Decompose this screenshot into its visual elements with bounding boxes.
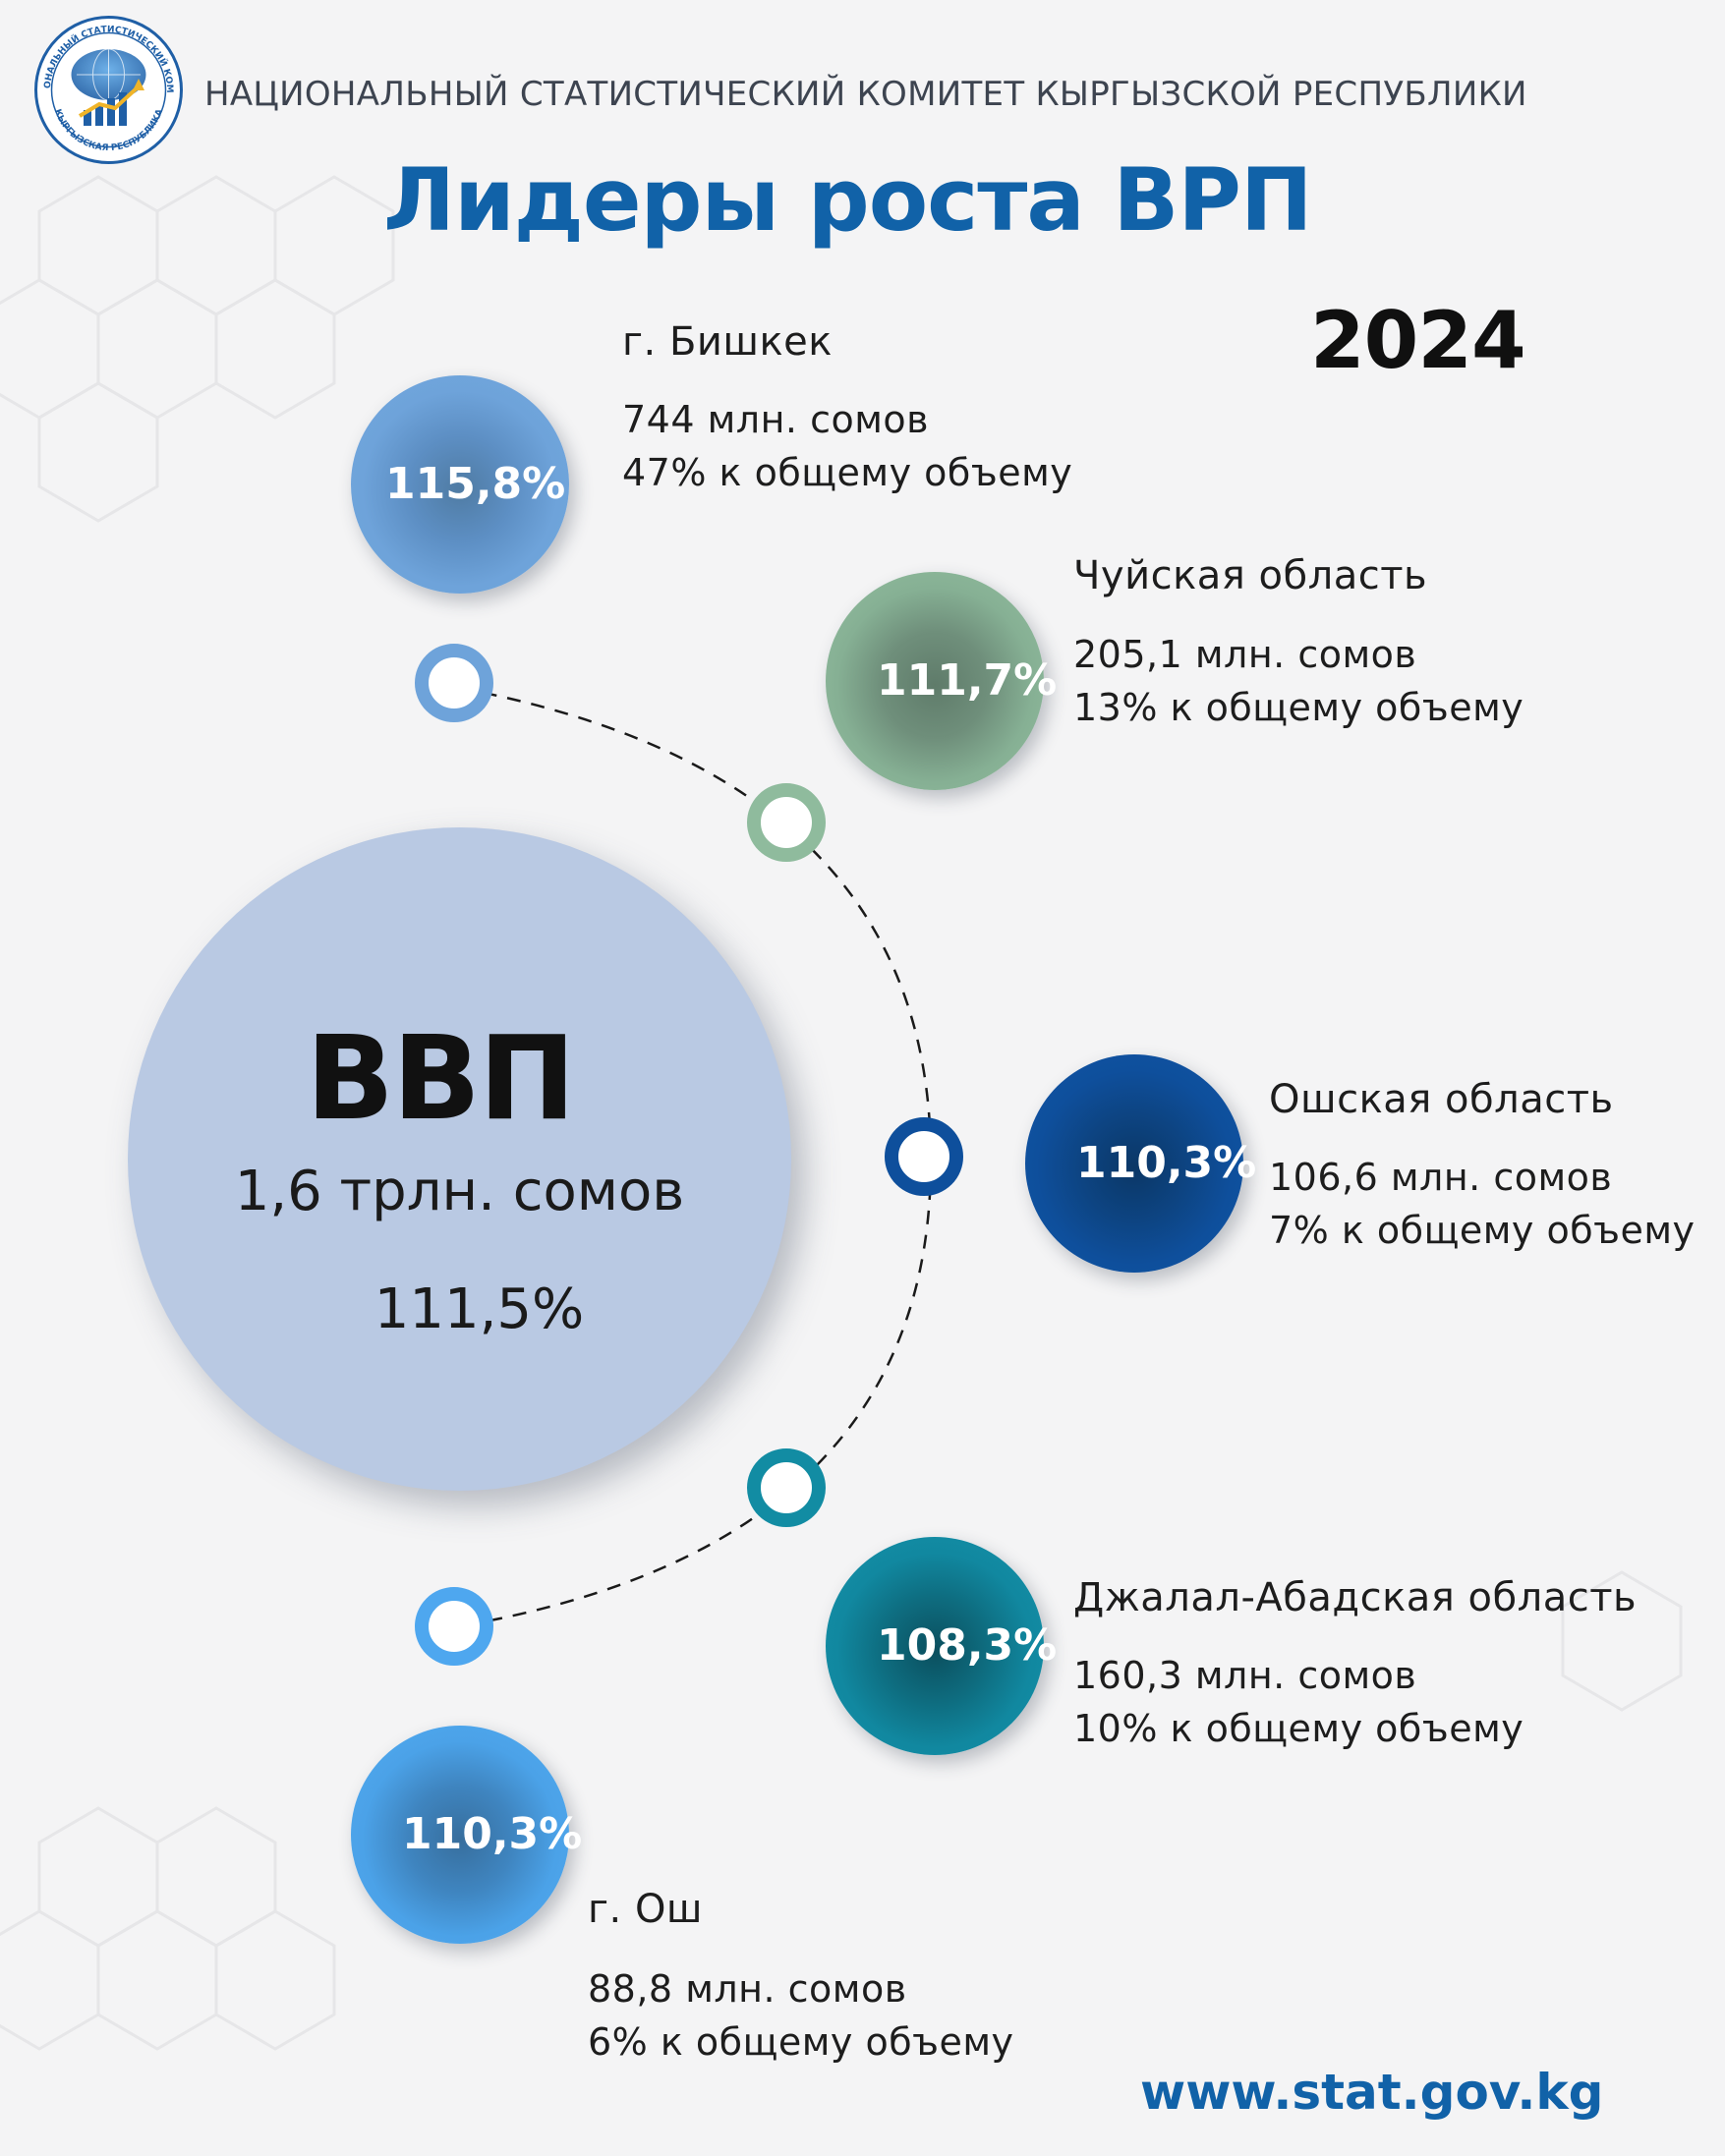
website-link[interactable]: www.stat.gov.kg bbox=[1140, 2064, 1604, 2121]
year-label: 2024 bbox=[1310, 295, 1526, 386]
gdp-value: 1,6 трлн. сомов bbox=[234, 1160, 685, 1223]
region-growth-value: 111,7% bbox=[877, 655, 1058, 706]
region-name: Джалал-Абадская область bbox=[1073, 1575, 1638, 1620]
connector-ring-chui bbox=[747, 783, 826, 862]
region-growth-value: 110,3% bbox=[1076, 1138, 1257, 1188]
organization-name: НАЦИОНАЛЬНЫЙ СТАТИСТИЧЕСКИЙ КОМИТЕТ КЫРГ… bbox=[204, 75, 1527, 114]
region-name: г. Ош bbox=[588, 1887, 704, 1932]
region-amount: 160,3 млн. сомов bbox=[1073, 1654, 1417, 1697]
gdp-growth: 111,5% bbox=[374, 1277, 585, 1341]
region-growth-value: 108,3% bbox=[877, 1620, 1058, 1671]
region-circle-osh-city: 110,3% bbox=[351, 1726, 582, 1944]
gdp-circle: ВВП 1,6 трлн. сомов 111,5% bbox=[128, 827, 791, 1491]
page-title: Лидеры роста ВРП bbox=[383, 149, 1313, 251]
region-share: 7% к общему объему bbox=[1269, 1209, 1696, 1252]
region-circle-chui: 111,7% bbox=[826, 572, 1057, 790]
region-name: Чуйская область bbox=[1073, 553, 1428, 598]
connector-ring-jalal-abad bbox=[747, 1448, 826, 1527]
connector-ring-bishkek bbox=[415, 644, 493, 722]
region-amount: 744 млн. сомов bbox=[622, 398, 930, 441]
connector-ring-osh-city bbox=[415, 1587, 493, 1666]
region-amount: 106,6 млн. сомов bbox=[1269, 1156, 1613, 1199]
region-growth-value: 115,8% bbox=[385, 459, 566, 509]
region-share: 6% к общему объему bbox=[588, 2020, 1014, 2064]
connector-ring-osh-oblast bbox=[885, 1117, 963, 1196]
region-amount: 205,1 млн. сомов bbox=[1073, 633, 1417, 676]
region-circle-bishkek: 115,8% bbox=[351, 375, 569, 594]
region-share: 10% к общему объему bbox=[1073, 1707, 1524, 1750]
region-share: 47% к общему объему bbox=[622, 451, 1073, 494]
region-circle-jalal-abad: 108,3% bbox=[826, 1537, 1057, 1755]
region-name: Ошская область bbox=[1269, 1077, 1614, 1122]
national-statistics-committee-logo: НАЦИОНАЛЬНЫЙ СТАТИСТИЧЕСКИЙ КОМИТЕТ КЫРГ… bbox=[32, 14, 183, 164]
region-share: 13% к общему объему bbox=[1073, 686, 1524, 729]
region-name: г. Бишкек bbox=[622, 319, 833, 365]
region-amount: 88,8 млн. сомов bbox=[588, 1967, 907, 2011]
gdp-label: ВВП bbox=[306, 1010, 576, 1146]
region-growth-value: 110,3% bbox=[402, 1809, 583, 1859]
region-circle-osh-oblast: 110,3% bbox=[1025, 1054, 1256, 1273]
